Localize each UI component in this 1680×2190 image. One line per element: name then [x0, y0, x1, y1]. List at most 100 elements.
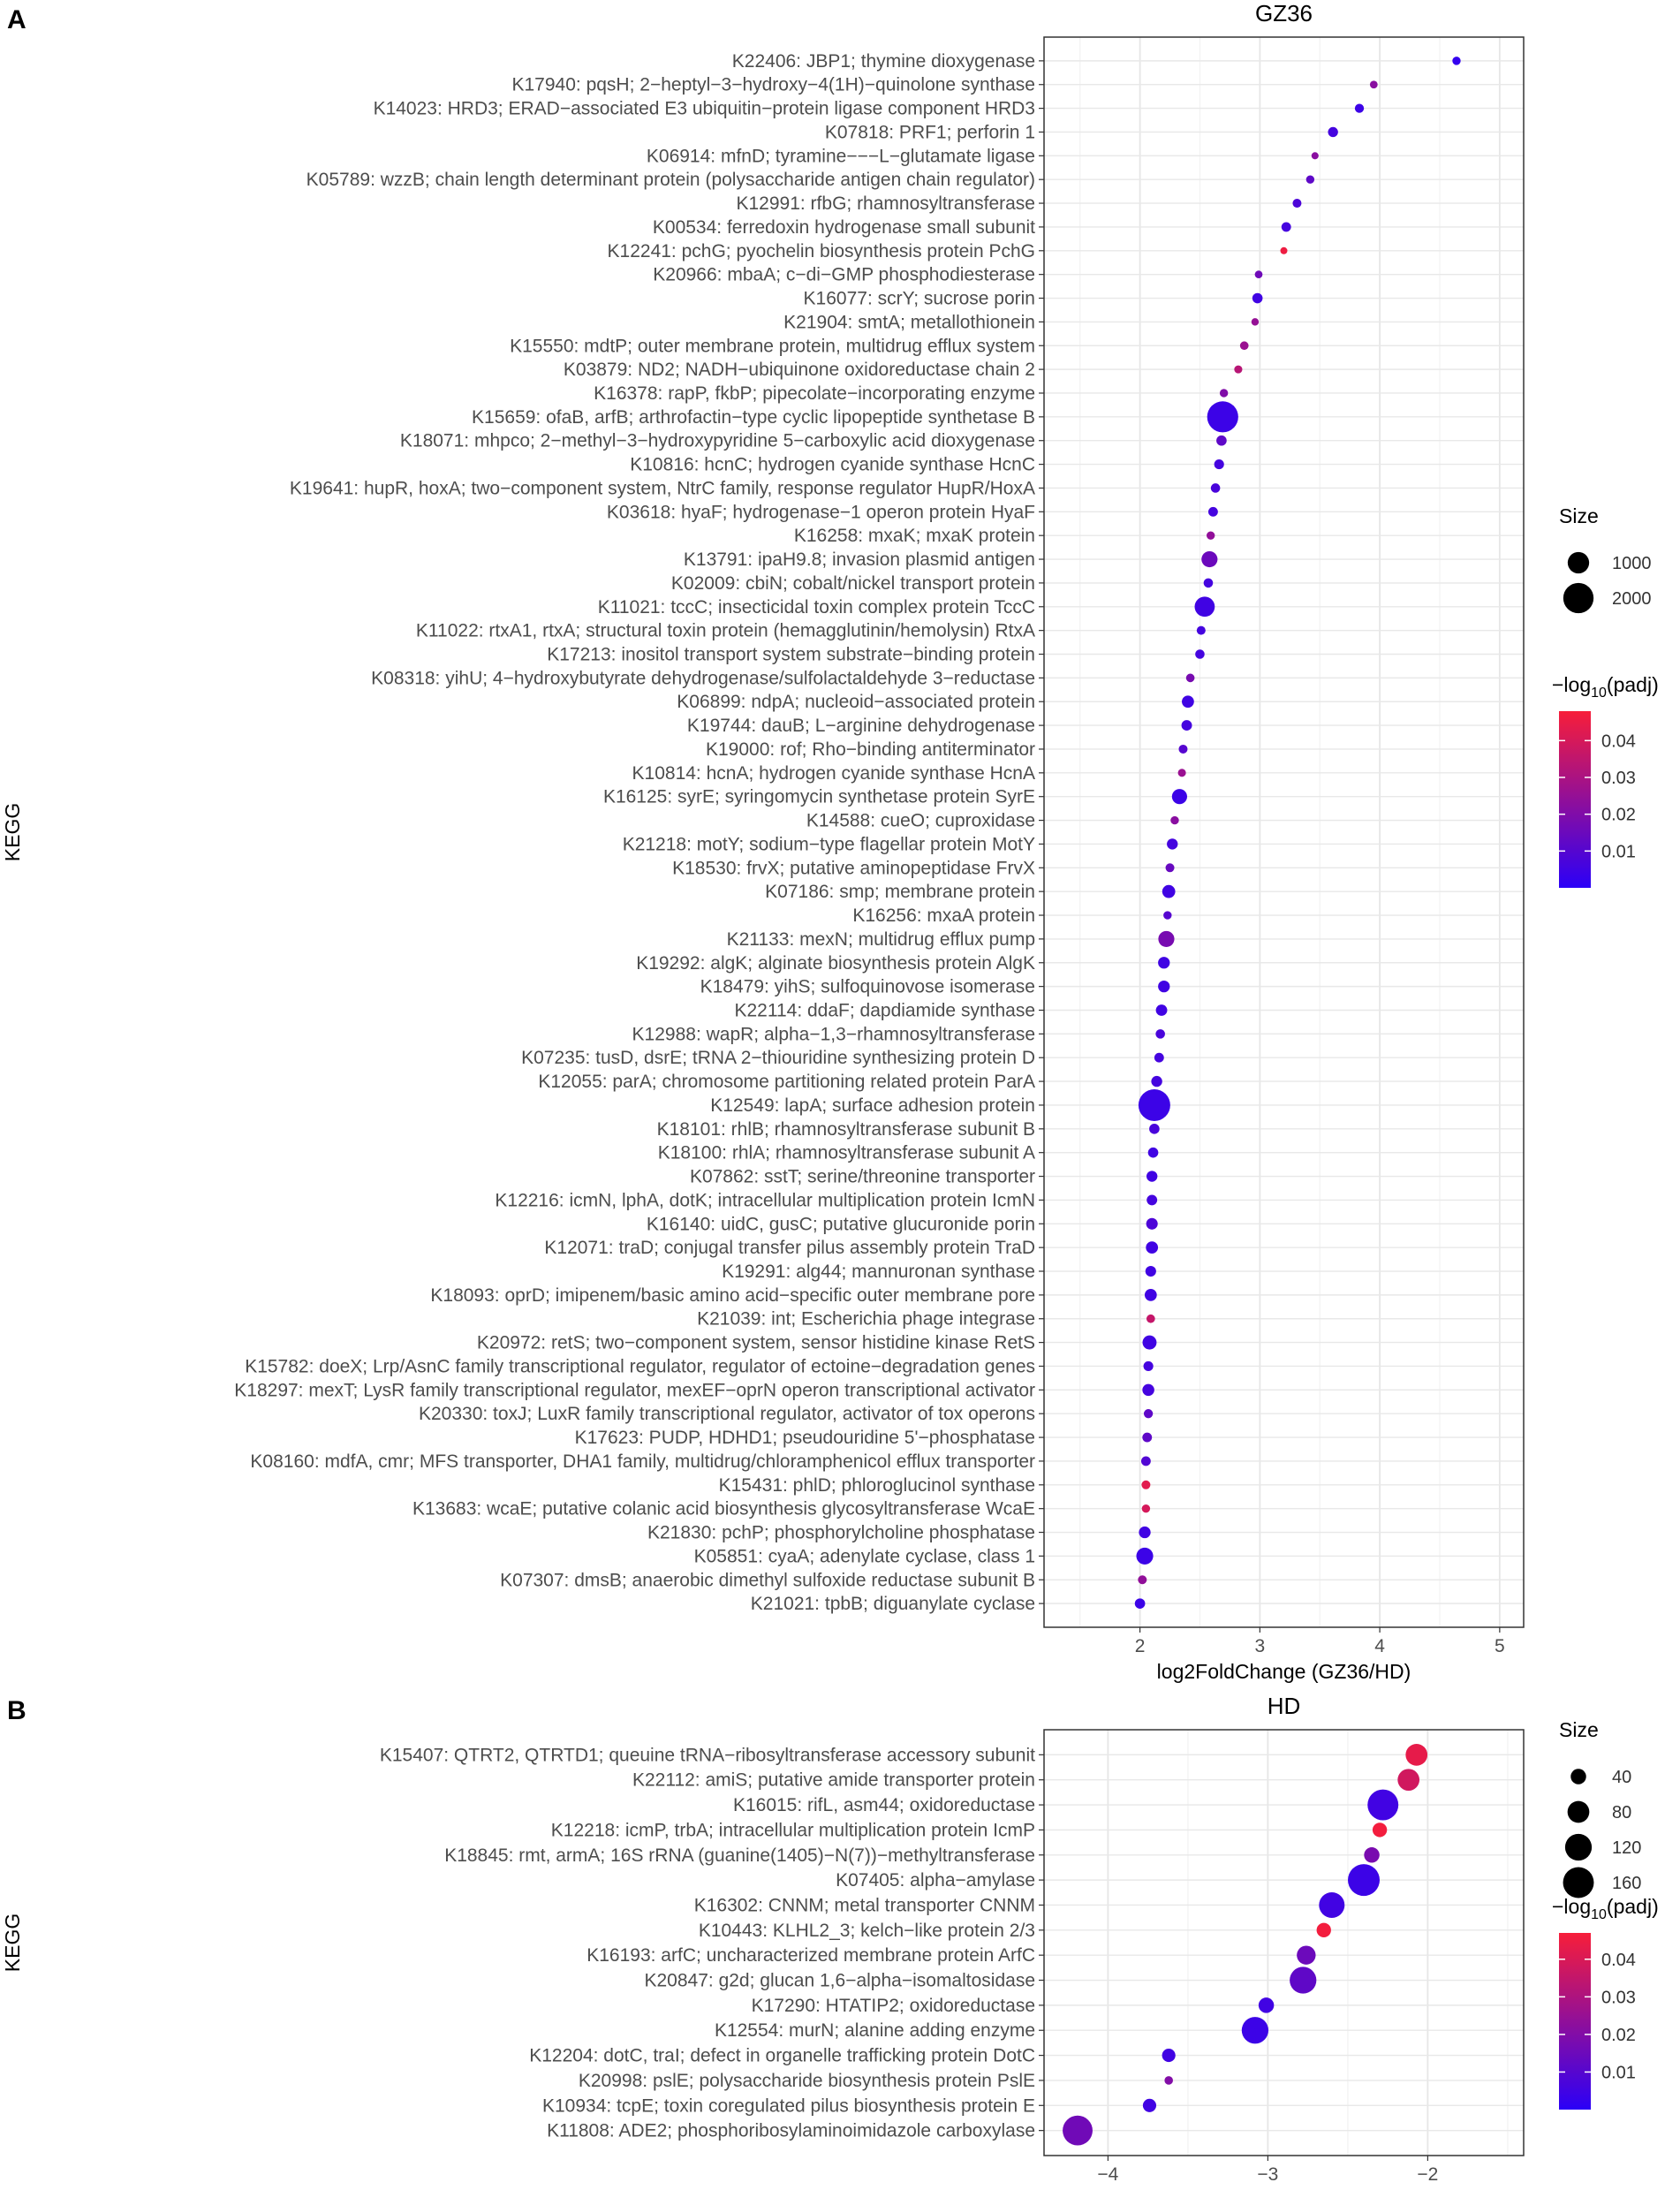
size-legend-title: Size — [1559, 1718, 1599, 1741]
y-tick-label: K15782: doeX; Lrp/AsnC family transcript… — [245, 1356, 1035, 1376]
size-legend-key — [1563, 1867, 1594, 1898]
data-point — [1216, 435, 1227, 446]
data-point — [1142, 1383, 1154, 1397]
color-legend-title-suffix: (padj) — [1607, 673, 1659, 696]
y-tick-label: K11022: rtxA1, rtxA; structural toxin pr… — [416, 621, 1035, 641]
color-legend-bar — [1559, 711, 1591, 888]
data-point — [1214, 459, 1224, 470]
data-point — [1219, 389, 1229, 398]
data-point — [1196, 625, 1206, 635]
y-tick-label: K07818: PRF1; perforin 1 — [825, 122, 1035, 142]
y-tick-label: K12071: traD; conjugal transfer pilus as… — [544, 1238, 1035, 1258]
data-point — [1142, 1335, 1157, 1350]
y-tick-label: K17213: inositol transport system substr… — [547, 645, 1035, 665]
data-point — [1316, 1922, 1331, 1937]
y-tick-label: K21039: int; Escherichia phage integrase — [697, 1309, 1035, 1330]
plot-border — [1043, 36, 1525, 1628]
data-point — [1146, 1217, 1158, 1230]
data-point — [1154, 1052, 1164, 1063]
data-point — [1210, 483, 1221, 493]
y-tick-label: K05851: cyaA; adenylate cyclase, class 1 — [694, 1546, 1035, 1566]
data-point — [1258, 1997, 1275, 2013]
data-point — [1290, 1966, 1317, 1994]
color-legend-label: 0.02 — [1601, 806, 1636, 825]
data-point — [1158, 957, 1170, 969]
y-tick-label: K00534: ferredoxin hydrogenase small sub… — [653, 217, 1035, 238]
data-point — [1281, 222, 1291, 232]
y-tick-label: K15431: phlD; phloroglucinol synthase — [719, 1475, 1035, 1496]
y-tick-label: K22406: JBP1; thymine dioxygenase — [732, 51, 1035, 72]
y-tick-label: K21218: motY; sodium−type flagellar prot… — [623, 834, 1035, 854]
y-tick-label: K20966: mbaA; c−di−GMP phosphodiesterase — [653, 265, 1035, 285]
color-legend-label: 0.04 — [1601, 731, 1636, 751]
data-point — [1147, 1147, 1159, 1158]
data-point — [1141, 1504, 1151, 1513]
color-legend-label: 0.03 — [1601, 1988, 1636, 2007]
data-point — [1151, 1075, 1162, 1087]
data-point — [1364, 1847, 1380, 1863]
y-tick-label: K18071: mhpco; 2−methyl−3−hydroxypyridin… — [400, 431, 1035, 451]
data-point — [1194, 596, 1215, 618]
y-tick-label: K08160: mdfA, cmr; MFS transporter, DHA1… — [250, 1451, 1035, 1472]
y-tick-label: K12991: rfbG; rhamnosyltransferase — [736, 193, 1035, 214]
y-tick-label: K15407: QTRT2, QTRTD1; queuine tRNA−ribo… — [380, 1745, 1035, 1765]
data-point — [1162, 884, 1176, 898]
y-tick-label: K14023: HRD3; ERAD−associated E3 ubiquit… — [374, 99, 1035, 119]
y-tick-label: K11808: ADE2; phosphoribosylaminoimidazo… — [547, 2121, 1035, 2141]
data-point — [1158, 980, 1170, 993]
data-point — [1397, 1769, 1420, 1792]
data-point — [1146, 1314, 1155, 1323]
data-point — [1143, 1409, 1154, 1419]
data-point — [1311, 152, 1319, 160]
y-tick-label: K18479: yihS; sulfoquinovose isomerase — [700, 977, 1035, 997]
y-tick-label: K12988: wapR; alpha−1,3−rhamnosyltransfe… — [632, 1024, 1035, 1044]
data-point — [1305, 175, 1315, 184]
data-point — [1164, 2076, 1173, 2085]
data-point — [1167, 838, 1178, 850]
panel-b: B HD K15407: QTRT2, QTRTD1; queuine tRNA−r… — [1, 1693, 1659, 2190]
y-tick-label: K12549: lapA; surface adhesion protein — [710, 1095, 1035, 1116]
y-tick-label: K08318: yihU; 4−hydroxybutyrate dehydrog… — [371, 668, 1035, 688]
panel-a: A GZ36 K22406: JBP1; thymine dioxygenase K1… — [1, 0, 1659, 1683]
size-legend-title: Size — [1559, 504, 1599, 527]
size-legend-label: 40 — [1612, 1768, 1631, 1787]
x-tick-label: 2 — [1135, 1636, 1146, 1656]
y-tick-label: K07405: alpha−amylase — [836, 1870, 1035, 1891]
data-point — [1134, 1598, 1146, 1609]
y-tick-label: K12055: parA; chromosome partitioning re… — [538, 1072, 1035, 1092]
color-legend-title: −log10(padj) — [1552, 673, 1659, 701]
size-legend-key — [1564, 1833, 1593, 1861]
y-tick-label: K18845: rmt, armA; 16S rRNA (guanine(140… — [444, 1845, 1035, 1866]
data-point — [1178, 744, 1188, 754]
data-point — [1146, 1194, 1158, 1206]
chart-title: HD — [1268, 1693, 1301, 1719]
color-legend-title-sub: 10 — [1591, 1907, 1607, 1922]
data-point — [1170, 815, 1179, 825]
y-tick-label: K21133: mexN; multidrug efflux pump — [727, 929, 1035, 950]
y-tick-label: K19744: dauB; L−arginine dehydrogenase — [687, 716, 1035, 736]
data-point — [1405, 1744, 1428, 1766]
data-point — [1252, 292, 1263, 304]
y-tick-label: K16378: rapP, fkbP; pipecolate−incorpora… — [594, 383, 1035, 404]
data-point — [1372, 1822, 1388, 1838]
data-point — [1158, 930, 1175, 947]
data-point — [1254, 270, 1263, 279]
size-legend-label: 80 — [1612, 1803, 1631, 1822]
y-tick-label: K21904: smtA; metallothionein — [783, 312, 1035, 332]
panel-label: A — [7, 5, 26, 34]
y-tick-label: K18101: rhlB; rhamnosyltransferase subun… — [657, 1119, 1035, 1140]
data-point — [1185, 673, 1195, 683]
y-tick-label: K20330: toxJ; LuxR family transcriptiona… — [419, 1404, 1035, 1424]
y-tick-label: K18093: oprD; imipenem/basic amino acid−… — [430, 1285, 1035, 1306]
y-tick-label: K12216: icmN, lphA, dotK; intracellular … — [495, 1190, 1035, 1210]
plot-border — [1043, 1729, 1525, 2156]
color-legend-title-suffix: (padj) — [1607, 1895, 1659, 1918]
data-point — [1138, 1575, 1147, 1585]
y-tick-label: K06899: ndpA; nucleoid−associated protei… — [677, 692, 1035, 712]
x-axis-title: log2FoldChange (GZ36/HD) — [1157, 1660, 1411, 1683]
color-legend-title: −log10(padj) — [1552, 1895, 1659, 1922]
data-point — [1162, 2049, 1176, 2063]
data-point — [1206, 531, 1215, 540]
data-point — [1163, 911, 1172, 920]
